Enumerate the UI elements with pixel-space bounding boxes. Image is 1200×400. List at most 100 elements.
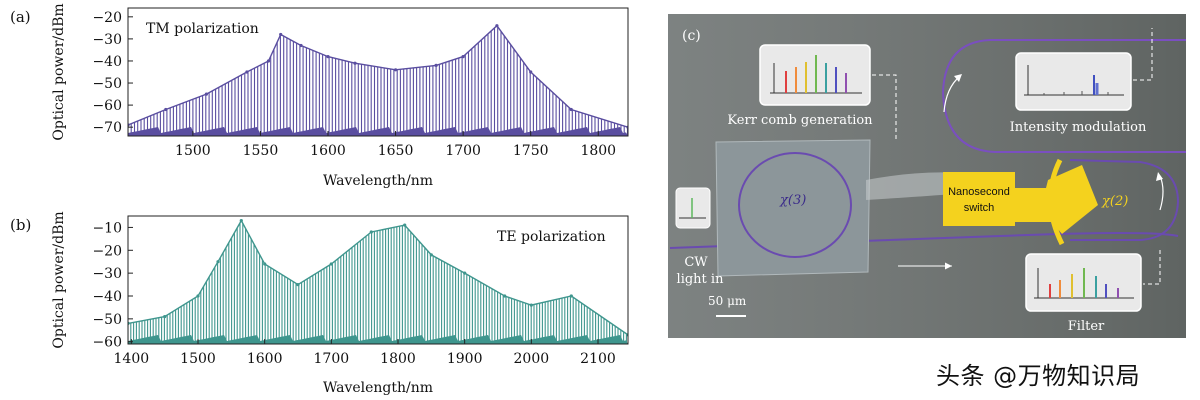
data-point bbox=[461, 55, 465, 59]
intensity-label: Intensity modulation bbox=[1010, 120, 1147, 135]
data-point bbox=[429, 253, 433, 257]
panel-a-plot: 1500 1550 1600 1650 1700 1750 1800 −20 −30 −40 −50… bbox=[92, 10, 628, 159]
y-tick-label: −20 bbox=[92, 10, 122, 26]
kerr-label: Kerr comb generation bbox=[727, 113, 873, 128]
panel-b-tag: (b) bbox=[10, 216, 31, 234]
panel-b-y-label: Optical power/dBm bbox=[51, 211, 67, 348]
data-point bbox=[279, 32, 283, 37]
y-tick-label: −10 bbox=[92, 220, 122, 236]
panel-b-frame bbox=[127, 215, 629, 345]
data-point bbox=[329, 262, 333, 266]
panel-b-plot: 1400 1500 1600 1700 1800 1900 2000 2100 −10 −20 −3… bbox=[92, 219, 628, 367]
y-tick-label: −30 bbox=[92, 32, 122, 48]
panel-a-polarization-label: TM polarization bbox=[146, 21, 259, 37]
filter-rotation-arrow-head bbox=[1156, 172, 1163, 181]
watermark: 头条 @万物知识局 bbox=[936, 362, 1141, 390]
panel-b: (b) 1400 1500 1600 1700 1800 1900 2000 2100 −10 −… bbox=[10, 211, 629, 396]
panel-a-y-label: Optical power/dBm bbox=[51, 3, 67, 140]
data-point bbox=[296, 283, 300, 287]
racetrack-rotation-arrow-head bbox=[954, 74, 962, 82]
trace-b bbox=[128, 219, 628, 344]
y-tick-label: −60 bbox=[92, 98, 122, 114]
x-tick-label: 1600 bbox=[247, 351, 283, 367]
x-tick-label: 1400 bbox=[114, 351, 150, 367]
chi3-label: χ(3) bbox=[779, 193, 806, 208]
y-tick-label: −30 bbox=[92, 266, 122, 282]
y-tick-label: −50 bbox=[92, 76, 122, 92]
panel-c: (c) χ(3) Nanosecond switch χ(2) Kerr com… bbox=[668, 14, 1186, 338]
data-point bbox=[266, 59, 271, 63]
intensity-inset bbox=[1015, 52, 1132, 111]
data-point bbox=[529, 70, 533, 74]
panel-a-frame bbox=[127, 7, 629, 137]
kerr-microring bbox=[738, 152, 852, 258]
filter-ring-waveguide bbox=[1069, 159, 1180, 241]
x-tick-label: 1700 bbox=[445, 143, 481, 159]
bus-waveguide bbox=[669, 232, 1179, 249]
switch-arc-electrode bbox=[1048, 158, 1065, 246]
kerr-dashed-link bbox=[872, 74, 897, 140]
modulation-racetrack bbox=[941, 39, 1186, 153]
data-point bbox=[434, 63, 438, 67]
y-tick-label: −50 bbox=[92, 312, 122, 328]
panel-a-tag: (a) bbox=[10, 8, 31, 26]
data-point bbox=[403, 223, 407, 227]
x-tick-label: 1750 bbox=[513, 143, 549, 159]
y-tick-label: −60 bbox=[92, 335, 122, 351]
noise-floor bbox=[128, 335, 628, 344]
data-point bbox=[299, 43, 303, 48]
filter-label: Filter bbox=[1068, 319, 1105, 334]
nanosecond-switch bbox=[943, 172, 1015, 226]
x-tick-label: 1800 bbox=[380, 351, 416, 367]
x-tick-label: 1500 bbox=[175, 143, 211, 159]
x-tick-label: 2100 bbox=[580, 351, 616, 367]
panel-b-polarization-label: TE polarization bbox=[497, 229, 606, 245]
data-point bbox=[569, 294, 573, 298]
panel-a: (a) 1500 1550 1600 1650 1700 1750 1800 −20 −30 −4… bbox=[10, 3, 629, 189]
panel-b-x-label: Wavelength/nm bbox=[323, 380, 433, 396]
data-point bbox=[394, 68, 398, 72]
series-envelope bbox=[128, 24, 628, 128]
data-point bbox=[463, 271, 467, 275]
x-tick-label: 1550 bbox=[243, 143, 279, 159]
data-point bbox=[163, 315, 167, 319]
comb-lines bbox=[128, 26, 628, 136]
chi2-label: χ(2) bbox=[1101, 194, 1128, 209]
data-point bbox=[196, 294, 200, 298]
data-point bbox=[164, 107, 168, 112]
data-point bbox=[245, 70, 249, 74]
cw-inset bbox=[675, 187, 711, 229]
y-tick-label: −40 bbox=[92, 289, 122, 305]
switch-label-line2: switch bbox=[964, 202, 995, 214]
data-point bbox=[529, 303, 533, 307]
x-tick-label: 2000 bbox=[514, 351, 550, 367]
data-point bbox=[239, 219, 243, 223]
x-tick-label: 1900 bbox=[447, 351, 483, 367]
y-tick-label: −40 bbox=[92, 54, 122, 70]
scale-bar-label: 50 μm bbox=[708, 294, 747, 308]
filter-dashed-link bbox=[1143, 250, 1161, 285]
y-tick-label: −70 bbox=[92, 120, 122, 136]
panel-a-x-label: Wavelength/nm bbox=[323, 173, 433, 189]
x-tick-label: 1800 bbox=[580, 143, 616, 159]
series-envelope bbox=[128, 219, 628, 336]
intensity-lines bbox=[1024, 65, 1124, 96]
switch-label-line1: Nanosecond bbox=[948, 186, 1010, 198]
trace-a bbox=[128, 24, 628, 136]
y-tick-label: −20 bbox=[92, 243, 122, 259]
panel-c-tag: (c) bbox=[682, 28, 701, 44]
data-point bbox=[204, 92, 208, 96]
chi2-resonator-electrode bbox=[1015, 165, 1098, 234]
data-point bbox=[326, 55, 330, 59]
kerr-comb-lines bbox=[770, 55, 862, 94]
x-tick-label: 1700 bbox=[314, 351, 350, 367]
x-tick-label: 1600 bbox=[310, 143, 346, 159]
cw-label-line2: light in bbox=[677, 272, 725, 287]
data-point bbox=[369, 230, 373, 234]
cw-label-line1: CW bbox=[684, 255, 708, 270]
data-point bbox=[503, 294, 507, 298]
filter-comb-lines bbox=[1034, 268, 1134, 299]
propagation-arrow-head bbox=[945, 262, 952, 270]
data-point bbox=[495, 24, 499, 28]
